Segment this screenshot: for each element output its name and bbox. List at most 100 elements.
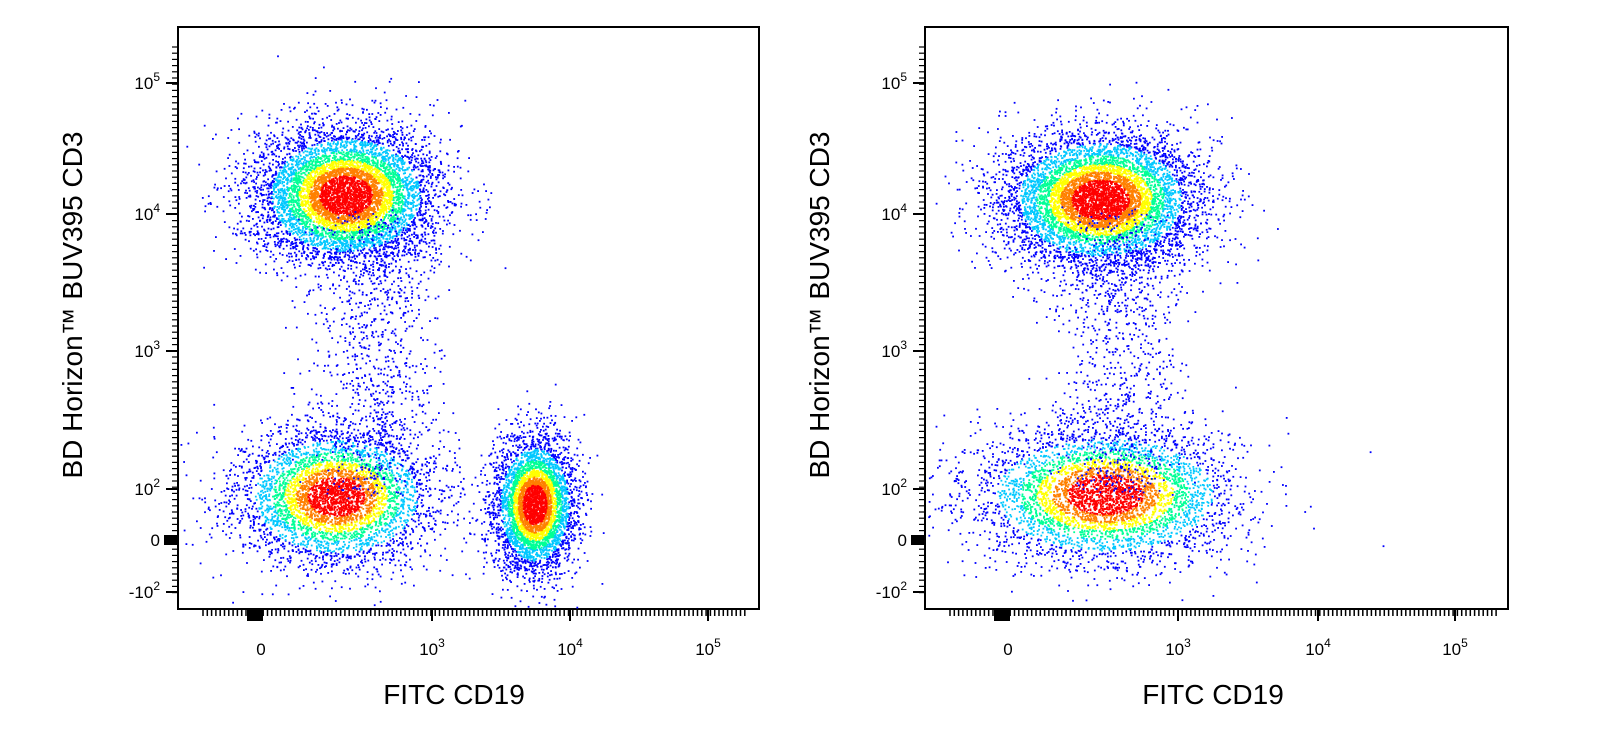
event-dot — [425, 144, 428, 147]
event-dot — [273, 211, 276, 213]
event-dot — [419, 214, 422, 216]
event-dot — [382, 215, 384, 218]
event-dot — [382, 216, 384, 219]
event-dot — [358, 279, 360, 282]
event-dot — [427, 208, 430, 211]
event-dot — [357, 243, 360, 246]
event-dot — [424, 126, 427, 128]
event-dot — [318, 164, 320, 167]
event-dot — [392, 215, 395, 218]
event-dot — [418, 203, 421, 206]
event-dot — [319, 161, 321, 164]
event-dot — [309, 135, 311, 138]
event-dot — [333, 158, 336, 161]
event-dot — [380, 165, 382, 168]
event-dot — [301, 128, 304, 131]
event-dot — [306, 221, 309, 223]
event-dot — [345, 227, 348, 230]
event-dot — [255, 182, 257, 185]
event-dot — [431, 226, 434, 228]
event-dot — [437, 206, 440, 208]
event-dot — [318, 275, 320, 278]
event-dot — [228, 185, 230, 187]
event-dot — [294, 242, 297, 245]
event-dot — [292, 179, 295, 182]
event-dot — [347, 153, 350, 155]
event-dot — [285, 171, 288, 174]
event-dot — [321, 226, 324, 229]
event-dot — [408, 162, 411, 165]
event-dot — [304, 173, 307, 176]
event-dot — [407, 182, 410, 185]
event-dot — [321, 237, 324, 239]
event-dot — [298, 163, 300, 166]
event-dot — [298, 189, 301, 192]
event-dot — [300, 127, 303, 129]
event-dot — [364, 265, 367, 268]
event-dot — [423, 213, 426, 215]
event-dot — [304, 168, 307, 171]
event-dot — [368, 134, 371, 137]
event-dot — [313, 167, 316, 170]
event-dot — [315, 158, 317, 160]
event-dot — [294, 190, 296, 192]
event-dot — [400, 126, 402, 128]
event-dot — [378, 135, 381, 138]
event-dot — [461, 194, 464, 197]
event-dot — [386, 139, 389, 142]
event-dot — [346, 138, 348, 141]
event-dot — [383, 162, 386, 165]
event-dot — [369, 226, 372, 229]
event-dot — [388, 196, 390, 198]
event-dot — [340, 136, 342, 138]
event-dot — [347, 267, 349, 270]
event-dot — [395, 202, 397, 205]
event-dot — [337, 261, 340, 264]
event-dot — [297, 157, 300, 160]
event-dot — [411, 156, 414, 159]
event-dot — [435, 178, 438, 181]
event-dot — [415, 150, 418, 153]
event-dot — [326, 155, 329, 158]
event-dot — [289, 247, 292, 250]
event-dot — [272, 200, 274, 203]
event-dot — [400, 194, 402, 197]
event-dot — [335, 155, 337, 158]
event-dot — [309, 223, 311, 226]
event-dot — [334, 251, 336, 254]
event-dot — [392, 253, 394, 255]
event-dot — [291, 255, 293, 258]
event-dot — [238, 196, 241, 198]
event-dot — [397, 190, 400, 192]
event-dot — [397, 237, 400, 240]
event-dot — [272, 253, 275, 256]
event-dot — [335, 146, 338, 148]
event-dot — [377, 255, 380, 258]
event-dot — [332, 283, 334, 286]
event-dot — [348, 160, 350, 162]
event-dot — [325, 154, 327, 157]
event-dot — [348, 249, 350, 252]
event-dot — [394, 196, 396, 199]
event-dot — [267, 211, 270, 214]
event-dot — [386, 192, 389, 194]
event-dot — [308, 161, 310, 164]
event-dot — [292, 159, 295, 162]
event-dot — [392, 258, 395, 261]
event-dot — [284, 223, 287, 225]
event-dot — [400, 207, 403, 210]
event-dot — [306, 125, 309, 127]
event-dot — [346, 240, 348, 242]
event-dot — [298, 146, 300, 148]
event-dot — [269, 216, 272, 219]
event-dot — [342, 135, 345, 138]
event-dot — [412, 204, 415, 207]
event-dot — [275, 183, 277, 186]
event-dot — [336, 256, 338, 259]
event-dot — [431, 222, 434, 225]
event-dot — [391, 197, 393, 200]
event-dot — [428, 193, 430, 196]
event-dot — [346, 125, 349, 128]
event-dot — [457, 150, 459, 153]
event-dot — [453, 224, 456, 226]
